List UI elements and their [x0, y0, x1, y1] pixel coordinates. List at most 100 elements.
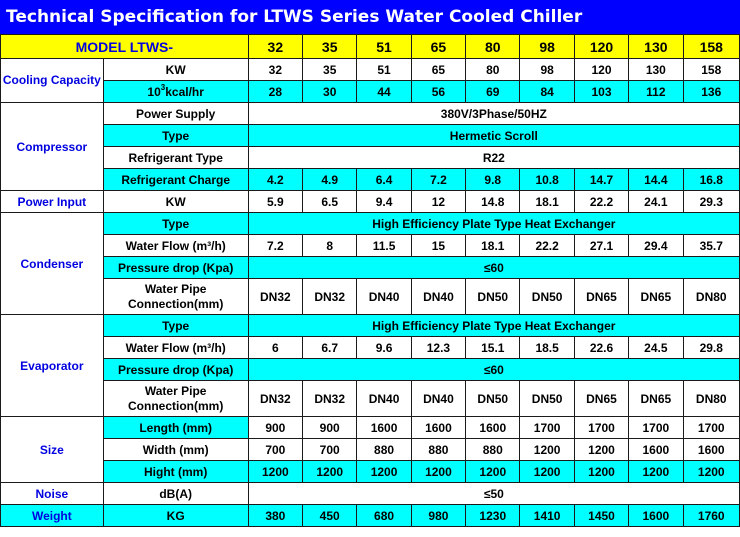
param-label: Pressure drop (Kpa)	[102, 358, 249, 381]
value-cell: 1700	[519, 416, 575, 439]
value-cell: 24.1	[628, 190, 684, 213]
value-span-cell: ≤50	[247, 482, 740, 505]
param-label: Type	[102, 212, 249, 235]
value-cell: DN50	[465, 380, 521, 417]
value-cell: 51	[356, 58, 412, 81]
param-label: dB(A)	[102, 482, 249, 505]
value-cell: 880	[356, 438, 412, 461]
value-span-cell: High Efficiency Plate Type Heat Exchange…	[247, 212, 740, 235]
value-cell: 84	[519, 80, 575, 103]
value-cell: 5.9	[247, 190, 304, 213]
kcal-base: 10	[147, 84, 161, 99]
evaporator-pressure-row: Pressure drop (Kpa) ≤60	[1, 358, 740, 381]
param-label: Type	[102, 124, 249, 147]
spec-table: MODEL LTWS- 32 35 51 65 80 98 120 130 158 Cooling …	[0, 34, 740, 527]
value-cell: 18.5	[519, 336, 575, 359]
value-span-cell: R22	[247, 146, 740, 169]
value-cell: 1200	[302, 460, 358, 483]
model-number-header: 51	[356, 34, 412, 59]
value-cell: 30	[302, 80, 358, 103]
weight-row: Weight KG 380 450 680 980 1230 1410 1450 1600 1760	[0, 504, 740, 527]
condenser-type-row: Condenser Type High Efficiency Plate Type …	[0, 212, 740, 315]
value-cell: 22.2	[573, 190, 630, 213]
param-label: Length (mm)	[102, 416, 249, 439]
group-label-power-input: Power Input	[0, 190, 104, 213]
value-cell: 980	[410, 504, 467, 527]
value-cell: DN32	[247, 278, 304, 315]
value-cell: 18.1	[519, 190, 575, 213]
param-label: Refrigerant Type	[102, 146, 249, 169]
height-row: Hight (mm) 1200 1200 1200 1200 1200 1200 1200 12…	[1, 460, 740, 483]
value-cell: 1700	[573, 416, 630, 439]
value-cell: 1600	[628, 438, 684, 461]
length-row: Size Length (mm) 900 900 1600 1600 1600 1700 170…	[0, 416, 740, 483]
param-label: Water Pipe Connection(mm)	[102, 380, 249, 417]
value-cell: 880	[465, 438, 521, 461]
value-cell: 44	[356, 80, 412, 103]
power-input-row: Power Input KW 5.9 6.5 9.4 12 14.8 18.1 22.2 24.1…	[0, 190, 740, 213]
kcal-exponent: 3	[160, 82, 166, 92]
value-cell: 112	[628, 80, 684, 103]
value-cell: 27.1	[573, 234, 630, 257]
group-label-condenser: Condenser	[0, 212, 104, 315]
value-cell: 35.7	[682, 234, 740, 257]
param-label: KW	[102, 58, 249, 81]
group-label-compressor: Compressor	[0, 102, 104, 191]
value-cell: 7.2	[247, 234, 304, 257]
model-number-header: 80	[465, 34, 521, 59]
value-cell: DN32	[302, 380, 358, 417]
value-cell: 29.4	[628, 234, 684, 257]
value-cell: 136	[682, 80, 740, 103]
value-cell: 1600	[410, 416, 467, 439]
value-cell: 32	[247, 58, 304, 81]
value-cell: 900	[247, 416, 304, 439]
param-label: KW	[102, 190, 249, 213]
value-cell: 1450	[573, 504, 630, 527]
refrigerant-charge-row: Refrigerant Charge 4.2 4.9 6.4 7.2 9.8 10.8 14.…	[1, 168, 740, 191]
value-cell: 1410	[519, 504, 575, 527]
value-cell: 1200	[519, 460, 575, 483]
value-span-cell: ≤60	[247, 358, 740, 381]
value-cell: DN40	[356, 278, 412, 315]
value-cell: 56	[410, 80, 467, 103]
param-label: Refrigerant Charge	[102, 168, 249, 191]
noise-row: Noise dB(A) ≤50	[0, 482, 740, 505]
value-cell: 12.3	[410, 336, 467, 359]
value-span-cell: ≤60	[247, 256, 740, 279]
value-cell: 1600	[628, 504, 684, 527]
value-cell: 28	[247, 80, 304, 103]
value-cell: 8	[302, 234, 358, 257]
value-cell: 450	[302, 504, 358, 527]
group-label-noise: Noise	[0, 482, 104, 505]
evaporator-pipe-row: Water Pipe Connection(mm) DN32 DN32 DN40 DN4…	[1, 380, 740, 417]
value-cell: DN65	[628, 278, 684, 315]
value-cell: 120	[573, 58, 630, 81]
value-cell: 4.2	[247, 168, 304, 191]
cooling-kcal-row: 103kcal/hr 28 30 44 56 69 84 103 112 136	[1, 80, 740, 103]
value-cell: 1200	[682, 460, 740, 483]
value-cell: 15.1	[465, 336, 521, 359]
value-cell: 22.2	[519, 234, 575, 257]
value-cell: 1600	[682, 438, 740, 461]
value-cell: 35	[302, 58, 358, 81]
value-cell: 1200	[573, 460, 630, 483]
value-cell: 1700	[628, 416, 684, 439]
value-cell: 1700	[682, 416, 740, 439]
param-label: Type	[102, 314, 249, 337]
value-cell: 1200	[573, 438, 630, 461]
condenser-pipe-row: Water Pipe Connection(mm) DN32 DN32 DN40 DN4…	[1, 278, 740, 315]
value-cell: DN65	[573, 278, 630, 315]
group-label-weight: Weight	[0, 504, 104, 527]
value-cell: 1200	[247, 460, 304, 483]
value-cell: 7.2	[410, 168, 467, 191]
refrigerant-type-row: Refrigerant Type R22	[1, 146, 740, 169]
value-cell: DN40	[356, 380, 412, 417]
value-cell: 700	[302, 438, 358, 461]
value-cell: 9.4	[356, 190, 412, 213]
value-cell: 98	[519, 58, 575, 81]
param-label: Water Flow (m³/h)	[102, 336, 249, 359]
value-cell: 11.5	[356, 234, 412, 257]
param-label: 103kcal/hr	[102, 80, 249, 103]
value-cell: 9.6	[356, 336, 412, 359]
value-cell: 14.4	[628, 168, 684, 191]
